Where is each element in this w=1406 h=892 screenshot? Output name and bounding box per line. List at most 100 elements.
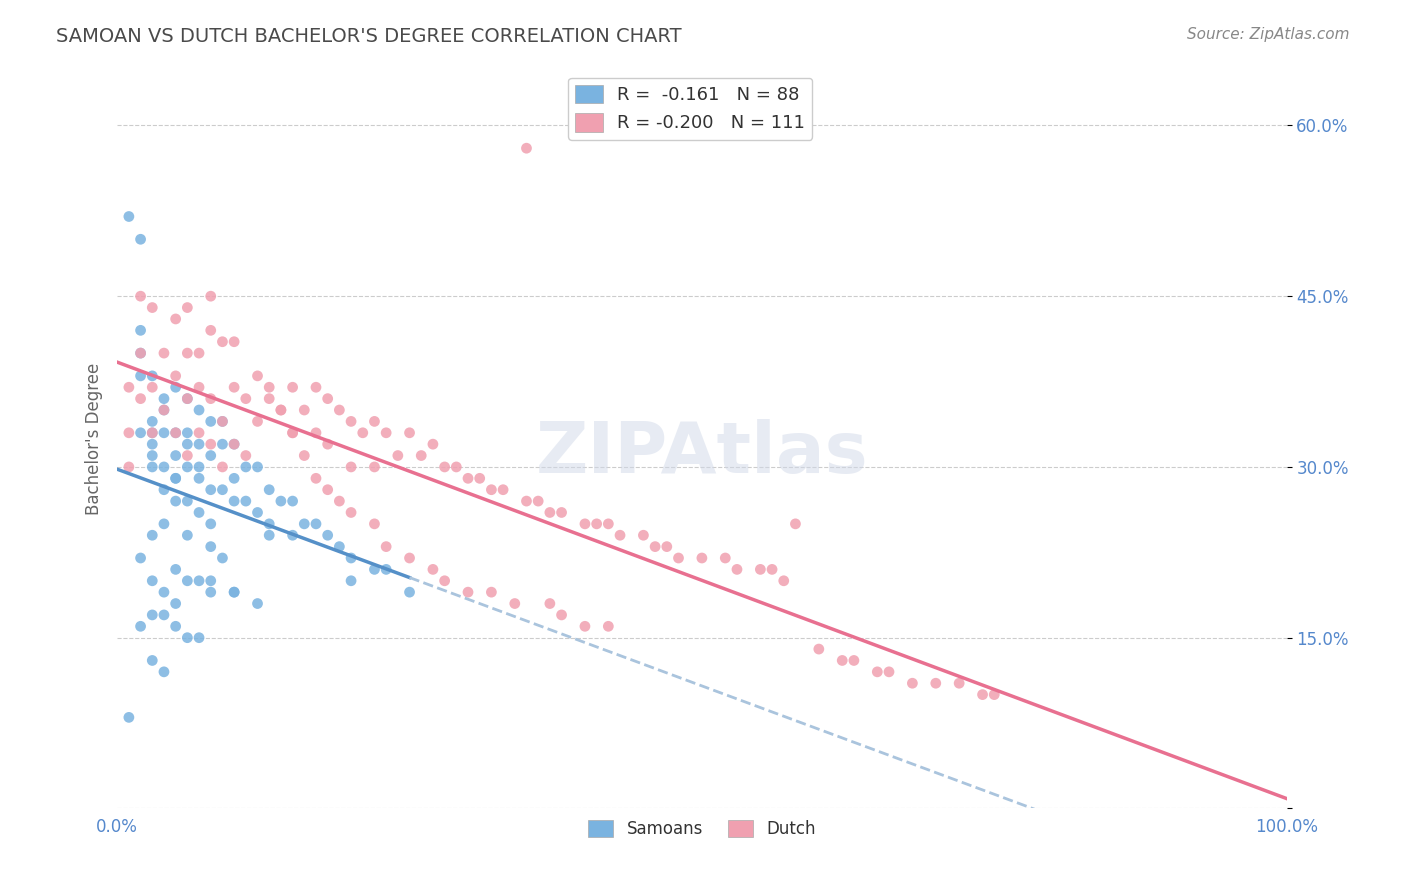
Point [211,414,233,428]
Point [831,653,853,667]
Point [165,425,187,440]
Point [176,528,198,542]
Point [328,540,350,554]
Point [668,551,690,566]
Point [165,597,187,611]
Text: SAMOAN VS DUTCH BACHELOR'S DEGREE CORRELATION CHART: SAMOAN VS DUTCH BACHELOR'S DEGREE CORREL… [56,27,682,45]
Point [141,574,163,588]
Point [761,562,783,576]
Point [188,380,211,394]
Point [129,346,152,360]
Point [129,551,152,566]
Point [165,449,187,463]
Point [176,392,198,406]
Point [165,368,187,383]
Point [270,403,292,417]
Point [224,380,246,394]
Point [433,574,456,588]
Point [141,528,163,542]
Point [585,516,607,531]
Point [200,414,222,428]
Point [375,540,398,554]
Point [598,516,620,531]
Point [200,437,222,451]
Point [457,471,479,485]
Point [363,414,385,428]
Point [129,323,152,337]
Point [200,392,222,406]
Point [176,631,198,645]
Point [725,562,748,576]
Point [515,494,537,508]
Point [165,494,187,508]
Point [188,437,211,451]
Point [772,574,794,588]
Legend: Samoans, Dutch: Samoans, Dutch [582,813,823,845]
Point [948,676,970,690]
Point [527,494,550,508]
Point [153,483,176,497]
Point [609,528,631,542]
Point [785,516,807,531]
Point [224,334,246,349]
Point [316,392,339,406]
Point [292,403,315,417]
Point [165,471,187,485]
Point [492,483,515,497]
Point [481,483,503,497]
Point [281,494,304,508]
Point [176,574,198,588]
Point [257,380,280,394]
Point [200,540,222,554]
Point [200,449,222,463]
Point [141,459,163,474]
Point [281,425,304,440]
Point [305,380,328,394]
Point [153,665,176,679]
Point [211,334,233,349]
Point [305,425,328,440]
Point [411,449,433,463]
Point [141,425,163,440]
Point [270,403,292,417]
Point [503,597,526,611]
Point [141,437,163,451]
Point [246,414,269,428]
Point [153,346,176,360]
Point [129,232,152,246]
Point [129,425,152,440]
Point [141,368,163,383]
Point [340,551,363,566]
Point [281,380,304,394]
Point [340,506,363,520]
Point [118,459,141,474]
Point [211,483,233,497]
Point [153,585,176,599]
Point [598,619,620,633]
Point [257,528,280,542]
Point [235,449,257,463]
Text: Source: ZipAtlas.com: Source: ZipAtlas.com [1187,27,1350,42]
Point [292,516,315,531]
Point [340,414,363,428]
Point [176,437,198,451]
Point [328,403,350,417]
Point [246,368,269,383]
Point [901,676,924,690]
Point [363,562,385,576]
Point [200,323,222,337]
Point [224,585,246,599]
Point [515,141,537,155]
Point [129,368,152,383]
Point [363,516,385,531]
Point [398,551,420,566]
Point [363,459,385,474]
Point [877,665,900,679]
Point [328,494,350,508]
Point [972,688,994,702]
Point [305,516,328,531]
Point [153,403,176,417]
Point [292,449,315,463]
Point [316,483,339,497]
Point [200,289,222,303]
